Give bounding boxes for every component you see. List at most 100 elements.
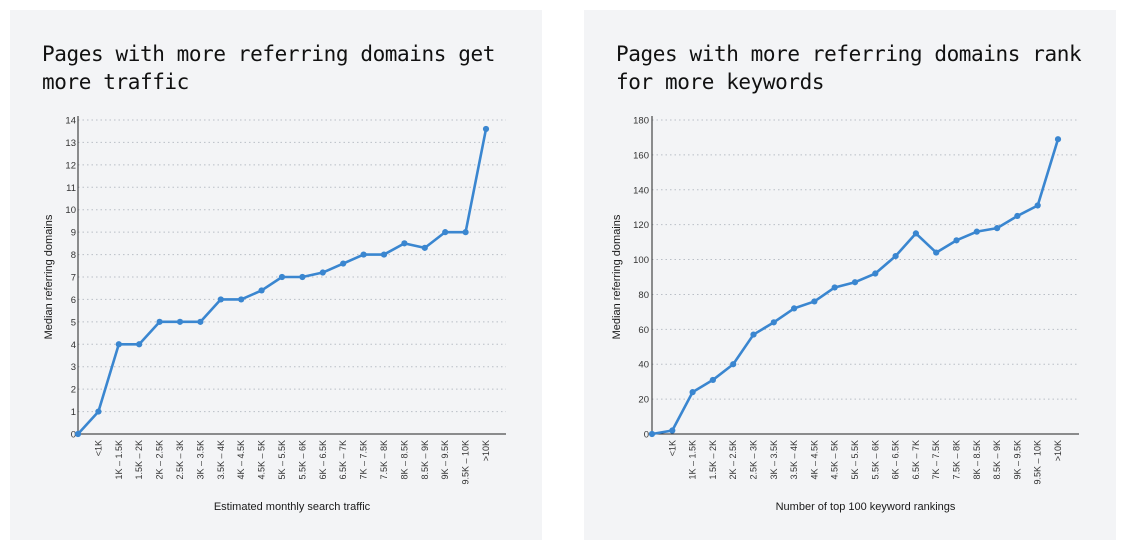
y-tick-label: 2 (71, 385, 76, 396)
y-tick-label: 13 (65, 138, 76, 149)
x-tick-label: 7K – 7.5K (359, 440, 369, 480)
y-tick-label: 160 (633, 150, 649, 161)
x-tick-label: 9K – 9.5K (440, 440, 450, 480)
data-point (689, 389, 696, 396)
x-tick-label: 9.5K – 10K (461, 440, 471, 485)
y-tick-label: 14 (65, 116, 76, 127)
y-tick-label: 180 (633, 116, 649, 127)
data-point (1054, 136, 1062, 143)
data-point (953, 237, 960, 244)
data-point (851, 279, 859, 286)
data-point (912, 230, 919, 237)
data-point (791, 305, 798, 312)
x-tick-label: 3K – 3.5K (769, 440, 779, 480)
y-tick-label: 40 (638, 360, 649, 371)
y-tick-label: 100 (633, 255, 649, 266)
x-tick-label: 5K – 5.5K (850, 440, 860, 480)
x-tick-label: 1.5K – 2K (134, 440, 144, 480)
data-point (238, 296, 245, 303)
series-line (651, 138, 1060, 436)
data-point (730, 361, 737, 368)
data-point (176, 318, 184, 325)
x-tick-label: 8K – 8.5K (399, 440, 409, 480)
y-tick-label: 12 (65, 160, 76, 171)
x-tick-label: 2.5K – 3K (175, 440, 185, 480)
data-point (278, 273, 286, 281)
data-point (811, 298, 818, 305)
data-point (973, 228, 980, 235)
chart-panel-keywords: Pages with more referring domains rank f… (584, 10, 1116, 540)
data-point (1014, 212, 1021, 220)
x-tick-label: 9.5K – 10K (1033, 440, 1043, 485)
x-tick-label: 2K – 2.5K (155, 440, 165, 480)
data-point (217, 296, 224, 303)
x-tick-label: 4.5K – 5K (830, 440, 840, 480)
y-tick-label: 7 (71, 273, 76, 284)
x-tick-label: 7.5K – 8K (379, 440, 389, 480)
data-point (648, 430, 656, 438)
x-tick-label: 6K – 6.5K (891, 440, 901, 480)
x-tick-label: <1K (93, 440, 103, 456)
x-tick-label: 5.5K – 6K (870, 440, 880, 480)
x-tick-label: 5.5K – 6K (297, 440, 307, 480)
x-tick-label: 7K – 7.5K (931, 440, 941, 480)
data-point (115, 341, 122, 348)
x-tick-label: 4K – 4.5K (236, 440, 246, 480)
x-tick-label: 3K – 3.5K (195, 440, 205, 480)
y-tick-label: 0 (71, 430, 76, 441)
data-point (442, 229, 449, 236)
y-tick-label: 11 (66, 183, 76, 194)
y-tick-label: 120 (633, 220, 649, 231)
data-point (136, 341, 143, 348)
data-point (380, 251, 388, 258)
x-tick-label: 1K – 1.5K (114, 440, 124, 480)
x-tick-label: 6K – 6.5K (318, 440, 328, 480)
data-point (258, 287, 265, 294)
data-point (319, 269, 326, 276)
data-point (340, 260, 347, 267)
x-tick-label: 6.5K – 7K (911, 440, 921, 480)
y-axis-label: Median referring domains (43, 214, 55, 339)
y-tick-label: 140 (633, 185, 649, 196)
data-point (770, 319, 777, 326)
chart-title: Pages with more referring domains get mo… (42, 42, 495, 94)
data-point (197, 318, 204, 325)
data-point (933, 249, 940, 256)
line-chart-keywords: 0 20 40 60 80 100 120 140 160 180 <1K 1K – 1.5K 1.5K… (611, 116, 1079, 513)
x-tick-label: 8.5K – 9K (992, 440, 1002, 480)
y-tick-label: 10 (65, 205, 76, 216)
data-point (299, 273, 306, 281)
y-tick-label: 1 (71, 407, 76, 418)
x-tick-label: 8K – 8.5K (972, 440, 982, 480)
x-axis-label: Number of top 100 keyword rankings (776, 501, 956, 513)
data-point (74, 430, 82, 438)
y-tick-label: 3 (71, 362, 76, 373)
x-tick-label: <1K (667, 440, 677, 456)
data-point (360, 251, 367, 258)
x-tick-label: 2K – 2.5K (728, 440, 738, 480)
data-point (709, 376, 716, 384)
data-point (482, 125, 490, 133)
y-tick-label: 8 (71, 250, 76, 261)
y-tick-label: 9 (71, 228, 76, 239)
data-point (669, 427, 676, 434)
x-tick-label: >10K (481, 440, 491, 461)
data-point (421, 244, 428, 251)
data-point (994, 225, 1001, 232)
data-point (156, 318, 163, 325)
x-tick-label: 4.5K – 5K (257, 440, 267, 480)
x-tick-label: 5K – 5.5K (277, 440, 287, 480)
data-point (95, 408, 102, 415)
x-tick-label: 2.5K – 3K (749, 440, 759, 480)
x-axis-label: Estimated monthly search traffic (214, 501, 371, 513)
y-tick-label: 60 (638, 325, 649, 336)
x-tick-label: 3.5K – 4K (216, 440, 226, 480)
data-point (831, 284, 838, 291)
data-point (750, 331, 757, 338)
series-line (77, 128, 488, 435)
x-tick-label: 8.5K – 9K (420, 440, 430, 480)
y-tick-label: 80 (638, 290, 649, 301)
y-tick-label: 0 (644, 430, 649, 441)
chart-title: Pages with more referring domains rank f… (616, 42, 1082, 94)
